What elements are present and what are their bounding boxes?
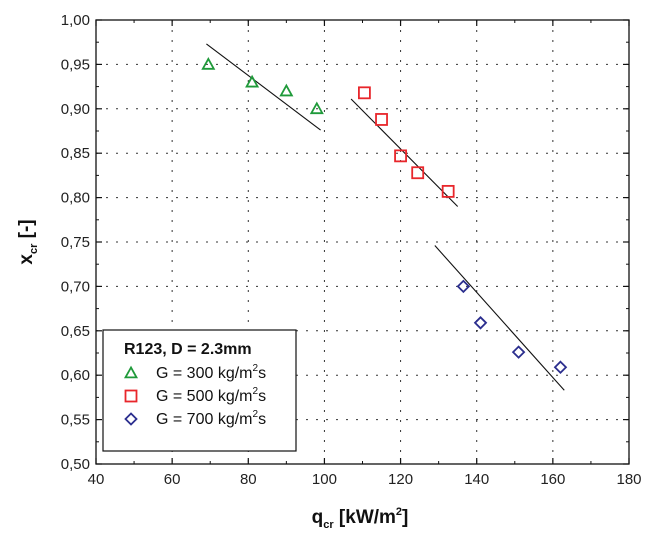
data-point-diamond (456, 279, 471, 294)
x-axis-unit-end: ] (402, 507, 408, 528)
data-point-square (375, 113, 388, 126)
y-tick-label: 0,80 (61, 190, 90, 207)
x-axis-unit: [kW/m (334, 507, 396, 528)
legend-label: G = 500 kg/m2s (156, 386, 266, 405)
y-tick-label: 0,55 (61, 412, 90, 429)
y-tick-label: 0,60 (61, 367, 90, 384)
legend-marker-square (124, 389, 138, 403)
x-tick-label: 60 (164, 471, 181, 488)
plot-frame (95, 19, 630, 465)
data-point-square (358, 86, 371, 100)
fit-line (434, 245, 565, 391)
x-tick-label: 140 (464, 471, 489, 488)
data-point-square (411, 166, 425, 180)
legend-label: G = 700 kg/m2s (156, 409, 266, 428)
data-point-triangle (201, 57, 216, 70)
fit-line (206, 43, 321, 131)
y-axis-symbol: x (16, 254, 37, 265)
legend-label: G = 300 kg/m2s (156, 363, 266, 382)
data-point-triangle (309, 101, 324, 115)
legend-marker-triangle (123, 365, 139, 379)
y-tick-label: 0,70 (61, 278, 90, 295)
data-point-diamond (473, 316, 488, 330)
x-tick-label: 40 (88, 471, 105, 488)
data-point-diamond (553, 360, 568, 374)
y-axis-title: xcr [-] (16, 219, 40, 264)
data-point-square (394, 149, 407, 163)
data-point-square (441, 184, 455, 198)
y-tick-label: 0,65 (61, 323, 90, 340)
data-point-diamond (511, 345, 526, 359)
data-points (201, 57, 568, 374)
y-tick-label: 0,75 (61, 234, 90, 251)
fit-line (350, 98, 459, 207)
y-tick-label: 0,85 (61, 145, 90, 162)
y-axis-subscript: cr (28, 243, 40, 254)
data-point-triangle (245, 74, 260, 88)
y-tick-label: 1,00 (61, 12, 90, 29)
y-tick-label: 0,90 (61, 101, 90, 118)
y-axis-unit: [-] (16, 219, 37, 243)
y-tick-label: 0,50 (61, 456, 90, 473)
x-tick-label: 160 (540, 471, 565, 488)
x-axis-subscript: cr (323, 519, 334, 531)
x-tick-label: 180 (616, 471, 641, 488)
fit-lines (206, 43, 565, 391)
x-tick-label: 100 (312, 471, 337, 488)
y-tick-label: 0,95 (61, 56, 90, 73)
data-point-triangle (279, 83, 294, 97)
axis-ticks: 40 60 80 100 120 140 160 180 0,50 0,55 0,60 0,65 0,7… (61, 12, 642, 488)
x-axis-unit-superscript: 2 (396, 506, 402, 518)
x-tick-label: 80 (240, 471, 257, 488)
legend-marker-diamond (124, 412, 138, 426)
legend-entries: G = 300 kg/m2s G = 500 kg/m2s G = 700 kg/m… (123, 363, 266, 428)
legend: R123, D = 2.3mm G = 300 kg/m2s G = 500 kg… (102, 329, 297, 452)
x-tick-label: 120 (388, 471, 413, 488)
legend-title: R123, D = 2.3mm (124, 341, 252, 358)
x-axis-title: qcr [kW/m2] (312, 506, 409, 531)
x-axis-symbol: q (312, 507, 324, 528)
